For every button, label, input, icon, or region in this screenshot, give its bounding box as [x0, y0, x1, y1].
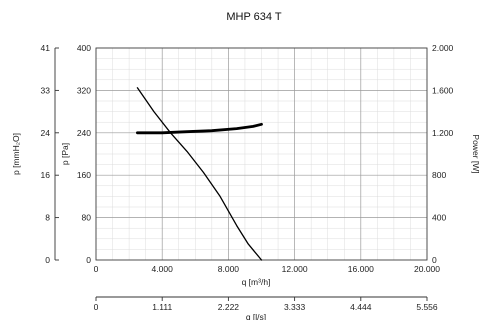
x-secondary-tick-label: 1.111: [152, 302, 172, 312]
y-power-tick-label: 1.200: [432, 128, 454, 138]
pressure-curve: [136, 87, 263, 261]
y-mmh2o-tick-label: 24: [41, 128, 51, 138]
minor-grid: [96, 48, 427, 260]
y-power-tick-label: 800: [432, 170, 446, 180]
y-pa-tick-label: 240: [77, 128, 91, 138]
y-pa-tick-label: 0: [86, 255, 91, 265]
x-secondary-axis-label: q [l/s]: [246, 312, 266, 320]
y-pa-tick-label: 400: [77, 43, 91, 53]
y-power-tick-label: 1.600: [432, 85, 454, 95]
y-mmh2o-tick-label: 33: [41, 85, 51, 95]
chart-title: MHP 634 T: [226, 11, 282, 23]
curves: [135, 87, 263, 261]
y-mmh2o-tick-label: 41: [41, 43, 51, 53]
x-tick-label: 16.000: [348, 264, 374, 274]
y-power-tick-label: 0: [432, 255, 437, 265]
x-tick-label: 12.000: [282, 264, 308, 274]
x-axis-label: q [m³/h]: [242, 277, 271, 287]
y-mmh2o-tick-label: 8: [45, 213, 50, 223]
x-secondary-tick-label: 4.444: [350, 302, 372, 312]
x-tick-label: 0: [94, 264, 99, 274]
x-tick-label: 20.000: [414, 264, 440, 274]
x-tick-label: 4.000: [152, 264, 174, 274]
y-pa-axis-label: p [Pa]: [60, 143, 70, 165]
y-pa-tick-label: 320: [77, 85, 91, 95]
x-secondary-tick-label: 3.333: [284, 302, 306, 312]
y-pa-tick-label: 160: [77, 170, 91, 180]
x-tick-label: 8.000: [218, 264, 240, 274]
y-mmh2o-tick-label: 0: [45, 255, 50, 265]
x-secondary-tick-label: 5.556: [416, 302, 438, 312]
x-secondary-tick-label: 0: [94, 302, 99, 312]
y-mmh2o-tick-label: 16: [41, 170, 51, 180]
y-power-tick-label: 400: [432, 213, 446, 223]
y-pa-tick-label: 80: [82, 213, 92, 223]
y-power-tick-label: 2.000: [432, 43, 454, 53]
y-mmh2o-axis-label: p [mmH₂O]: [11, 133, 21, 175]
power-curve: [135, 122, 263, 135]
y-power-axis-label: Power [W]: [471, 134, 480, 173]
x-secondary-tick-label: 2.222: [218, 302, 240, 312]
